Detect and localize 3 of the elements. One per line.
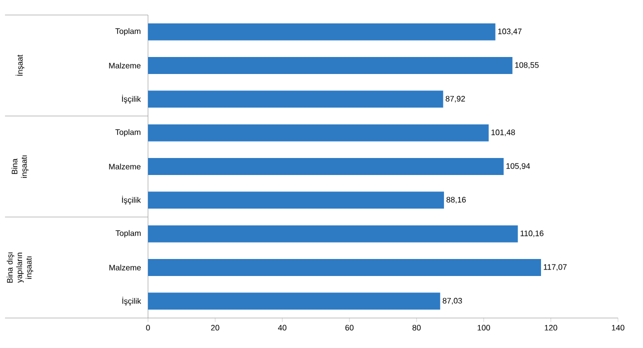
bar (148, 259, 542, 276)
bar (148, 225, 518, 242)
bar (148, 292, 440, 310)
